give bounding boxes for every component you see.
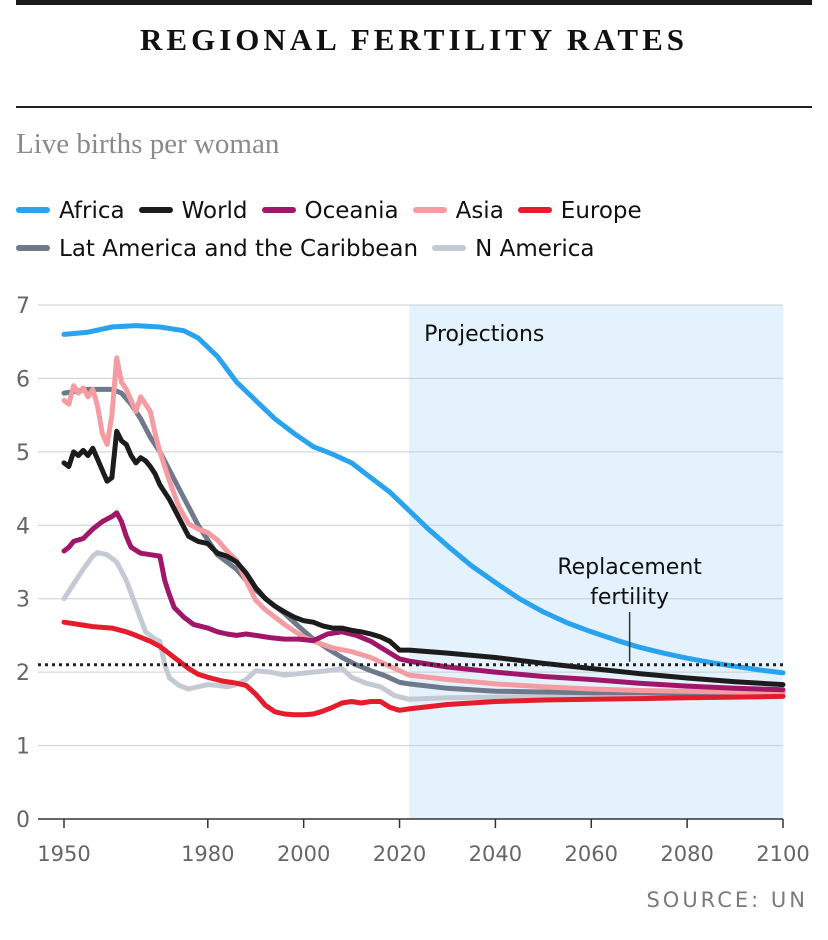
replacement-label: fertility xyxy=(590,585,669,610)
legend-item: Asia xyxy=(412,198,504,224)
y-tick-label: 0 xyxy=(16,808,30,833)
legend-label: Europe xyxy=(560,198,642,224)
legend-swatch xyxy=(432,244,467,251)
y-tick-label: 2 xyxy=(16,661,30,686)
legend-item: World xyxy=(138,198,248,224)
legend-item: N America xyxy=(432,236,595,262)
series-line xyxy=(61,355,786,696)
y-tick-label: 3 xyxy=(16,588,30,613)
y-tick-label: 7 xyxy=(16,294,30,319)
y-tick-label: 6 xyxy=(16,367,30,392)
legend-item: Europe xyxy=(517,198,642,224)
replacement-label: Replacement xyxy=(557,555,702,580)
top-bar xyxy=(16,0,812,5)
legend-swatch xyxy=(261,206,296,213)
legend-label: Oceania xyxy=(304,198,399,224)
series-line xyxy=(61,619,786,718)
chart-title: REGIONAL FERTILITY RATES xyxy=(140,22,688,57)
legend-item: Oceania xyxy=(261,198,399,224)
legend-swatch xyxy=(412,206,447,213)
title-rule xyxy=(16,106,812,108)
legend-label: Africa xyxy=(59,198,125,224)
y-tick-label: 4 xyxy=(16,514,30,539)
projection-label: Projections xyxy=(424,322,544,347)
y-tick-label: 5 xyxy=(16,441,30,466)
x-tick-label: 2080 xyxy=(660,842,713,866)
chart-subtitle: Live births per woman xyxy=(16,128,280,160)
legend-label: Lat America and the Caribbean xyxy=(59,236,419,262)
x-tick-label: 1950 xyxy=(37,842,90,866)
legend: Africa World Oceania Asia Europe Lat America … xyxy=(16,198,816,274)
series-line xyxy=(61,510,786,693)
projection-region xyxy=(409,305,783,819)
x-tick-label: 1980 xyxy=(181,842,234,866)
series-line xyxy=(61,428,786,688)
legend-item: Africa xyxy=(16,198,125,224)
legend-swatch xyxy=(517,206,552,213)
x-tick-label: 2060 xyxy=(565,842,618,866)
x-tick-label: 2020 xyxy=(373,842,426,866)
legend-swatch xyxy=(16,206,50,213)
legend-row: Lat America and the Caribbean N America xyxy=(16,236,816,274)
legend-item: Lat America and the Caribbean xyxy=(16,236,418,262)
legend-row: Africa World Oceania Asia Europe xyxy=(16,198,816,236)
legend-swatch xyxy=(16,244,50,251)
x-tick-label: 2040 xyxy=(469,842,522,866)
x-tick-label: 2100 xyxy=(756,842,809,866)
legend-swatch xyxy=(138,206,173,213)
legend-label: Asia xyxy=(455,198,504,224)
line-chart: 0 1 2 3 4 5 6 7 1950 1980 2000 2020 2040 2060 2080 2100… xyxy=(16,294,810,866)
y-tick-label: 1 xyxy=(16,735,30,760)
legend-label: N America xyxy=(475,236,595,262)
series-line xyxy=(61,323,786,676)
source-note: SOURCE: UN xyxy=(646,888,808,912)
legend-label: World xyxy=(181,198,248,224)
x-tick-label: 2000 xyxy=(277,842,330,866)
